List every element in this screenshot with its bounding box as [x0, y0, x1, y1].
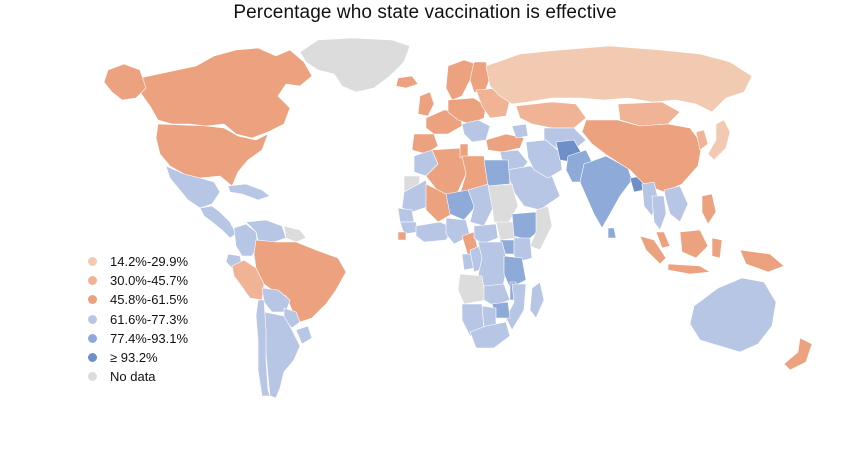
- legend-label: 45.8%-61.5%: [110, 292, 189, 308]
- legend-label: 61.6%-77.3%: [110, 311, 189, 327]
- country-region: [461, 119, 491, 143]
- legend-item: ≥ 93.2%: [88, 348, 188, 367]
- country-region: [397, 207, 415, 223]
- map-legend: 14.2%-29.9% 30.0%-45.7% 45.8%-61.5% 61.6%-7…: [88, 252, 188, 386]
- country-region: [469, 321, 511, 349]
- country-region: [581, 119, 703, 193]
- country-region: [695, 129, 709, 151]
- country-region: [473, 223, 499, 245]
- legend-label: ≥ 93.2%: [110, 350, 158, 366]
- legend-swatch: [88, 257, 97, 267]
- country-region: [783, 337, 813, 371]
- legend-label: 30.0%-45.7%: [110, 273, 189, 289]
- legend-item: 14.2%-29.9%: [88, 252, 188, 271]
- country-region: [483, 159, 511, 187]
- country-region: [299, 37, 411, 93]
- legend-swatch: [88, 372, 97, 382]
- country-region: [707, 119, 731, 161]
- country-region: [515, 101, 587, 129]
- map-title: Percentage who state vaccination is effe…: [233, 2, 617, 23]
- country-region: [397, 231, 407, 241]
- legend-swatch: [88, 295, 97, 305]
- country-region: [395, 75, 419, 89]
- legend-item: 45.8%-61.5%: [88, 290, 188, 309]
- country-region: [711, 237, 723, 259]
- country-region: [511, 123, 529, 139]
- country-region: [679, 229, 709, 259]
- legend-item: 77.4%-93.1%: [88, 329, 188, 348]
- country-region: [607, 227, 617, 239]
- country-region: [639, 235, 667, 265]
- country-region: [529, 281, 545, 319]
- country-region: [283, 225, 307, 243]
- country-region: [689, 277, 777, 353]
- legend-item: 30.0%-45.7%: [88, 271, 188, 290]
- legend-swatch: [88, 276, 97, 286]
- country-region: [199, 205, 237, 239]
- country-region: [139, 47, 313, 139]
- country-region: [579, 155, 633, 229]
- country-region: [445, 189, 477, 221]
- legend-label: No data: [110, 369, 156, 385]
- country-region: [445, 59, 477, 101]
- legend-swatch: [88, 333, 97, 343]
- legend-item: 61.6%-77.3%: [88, 310, 188, 329]
- legend-swatch: [88, 314, 97, 324]
- country-region: [457, 273, 487, 305]
- country-region: [255, 299, 271, 397]
- country-region: [295, 325, 313, 345]
- country-region: [663, 185, 689, 223]
- country-region: [103, 63, 147, 101]
- legend-label: 77.4%-93.1%: [110, 330, 189, 346]
- country-region: [415, 221, 455, 243]
- country-region: [485, 45, 753, 113]
- country-region: [485, 133, 525, 153]
- country-region: [417, 91, 435, 117]
- country-region: [245, 219, 287, 243]
- country-region: [651, 195, 667, 231]
- country-region: [401, 179, 431, 213]
- legend-label: 14.2%-29.9%: [110, 254, 189, 270]
- country-region: [655, 231, 671, 249]
- country-region: [667, 263, 711, 275]
- country-region: [525, 139, 563, 179]
- country-region: [701, 193, 717, 225]
- legend-swatch: [88, 353, 97, 363]
- country-region: [155, 123, 269, 187]
- country-region: [165, 165, 221, 209]
- country-region: [739, 249, 785, 273]
- country-region: [253, 239, 347, 323]
- country-region: [529, 205, 553, 251]
- country-region: [505, 283, 527, 331]
- country-region: [227, 183, 271, 201]
- country-region: [425, 183, 453, 223]
- legend-item: No data: [88, 367, 188, 386]
